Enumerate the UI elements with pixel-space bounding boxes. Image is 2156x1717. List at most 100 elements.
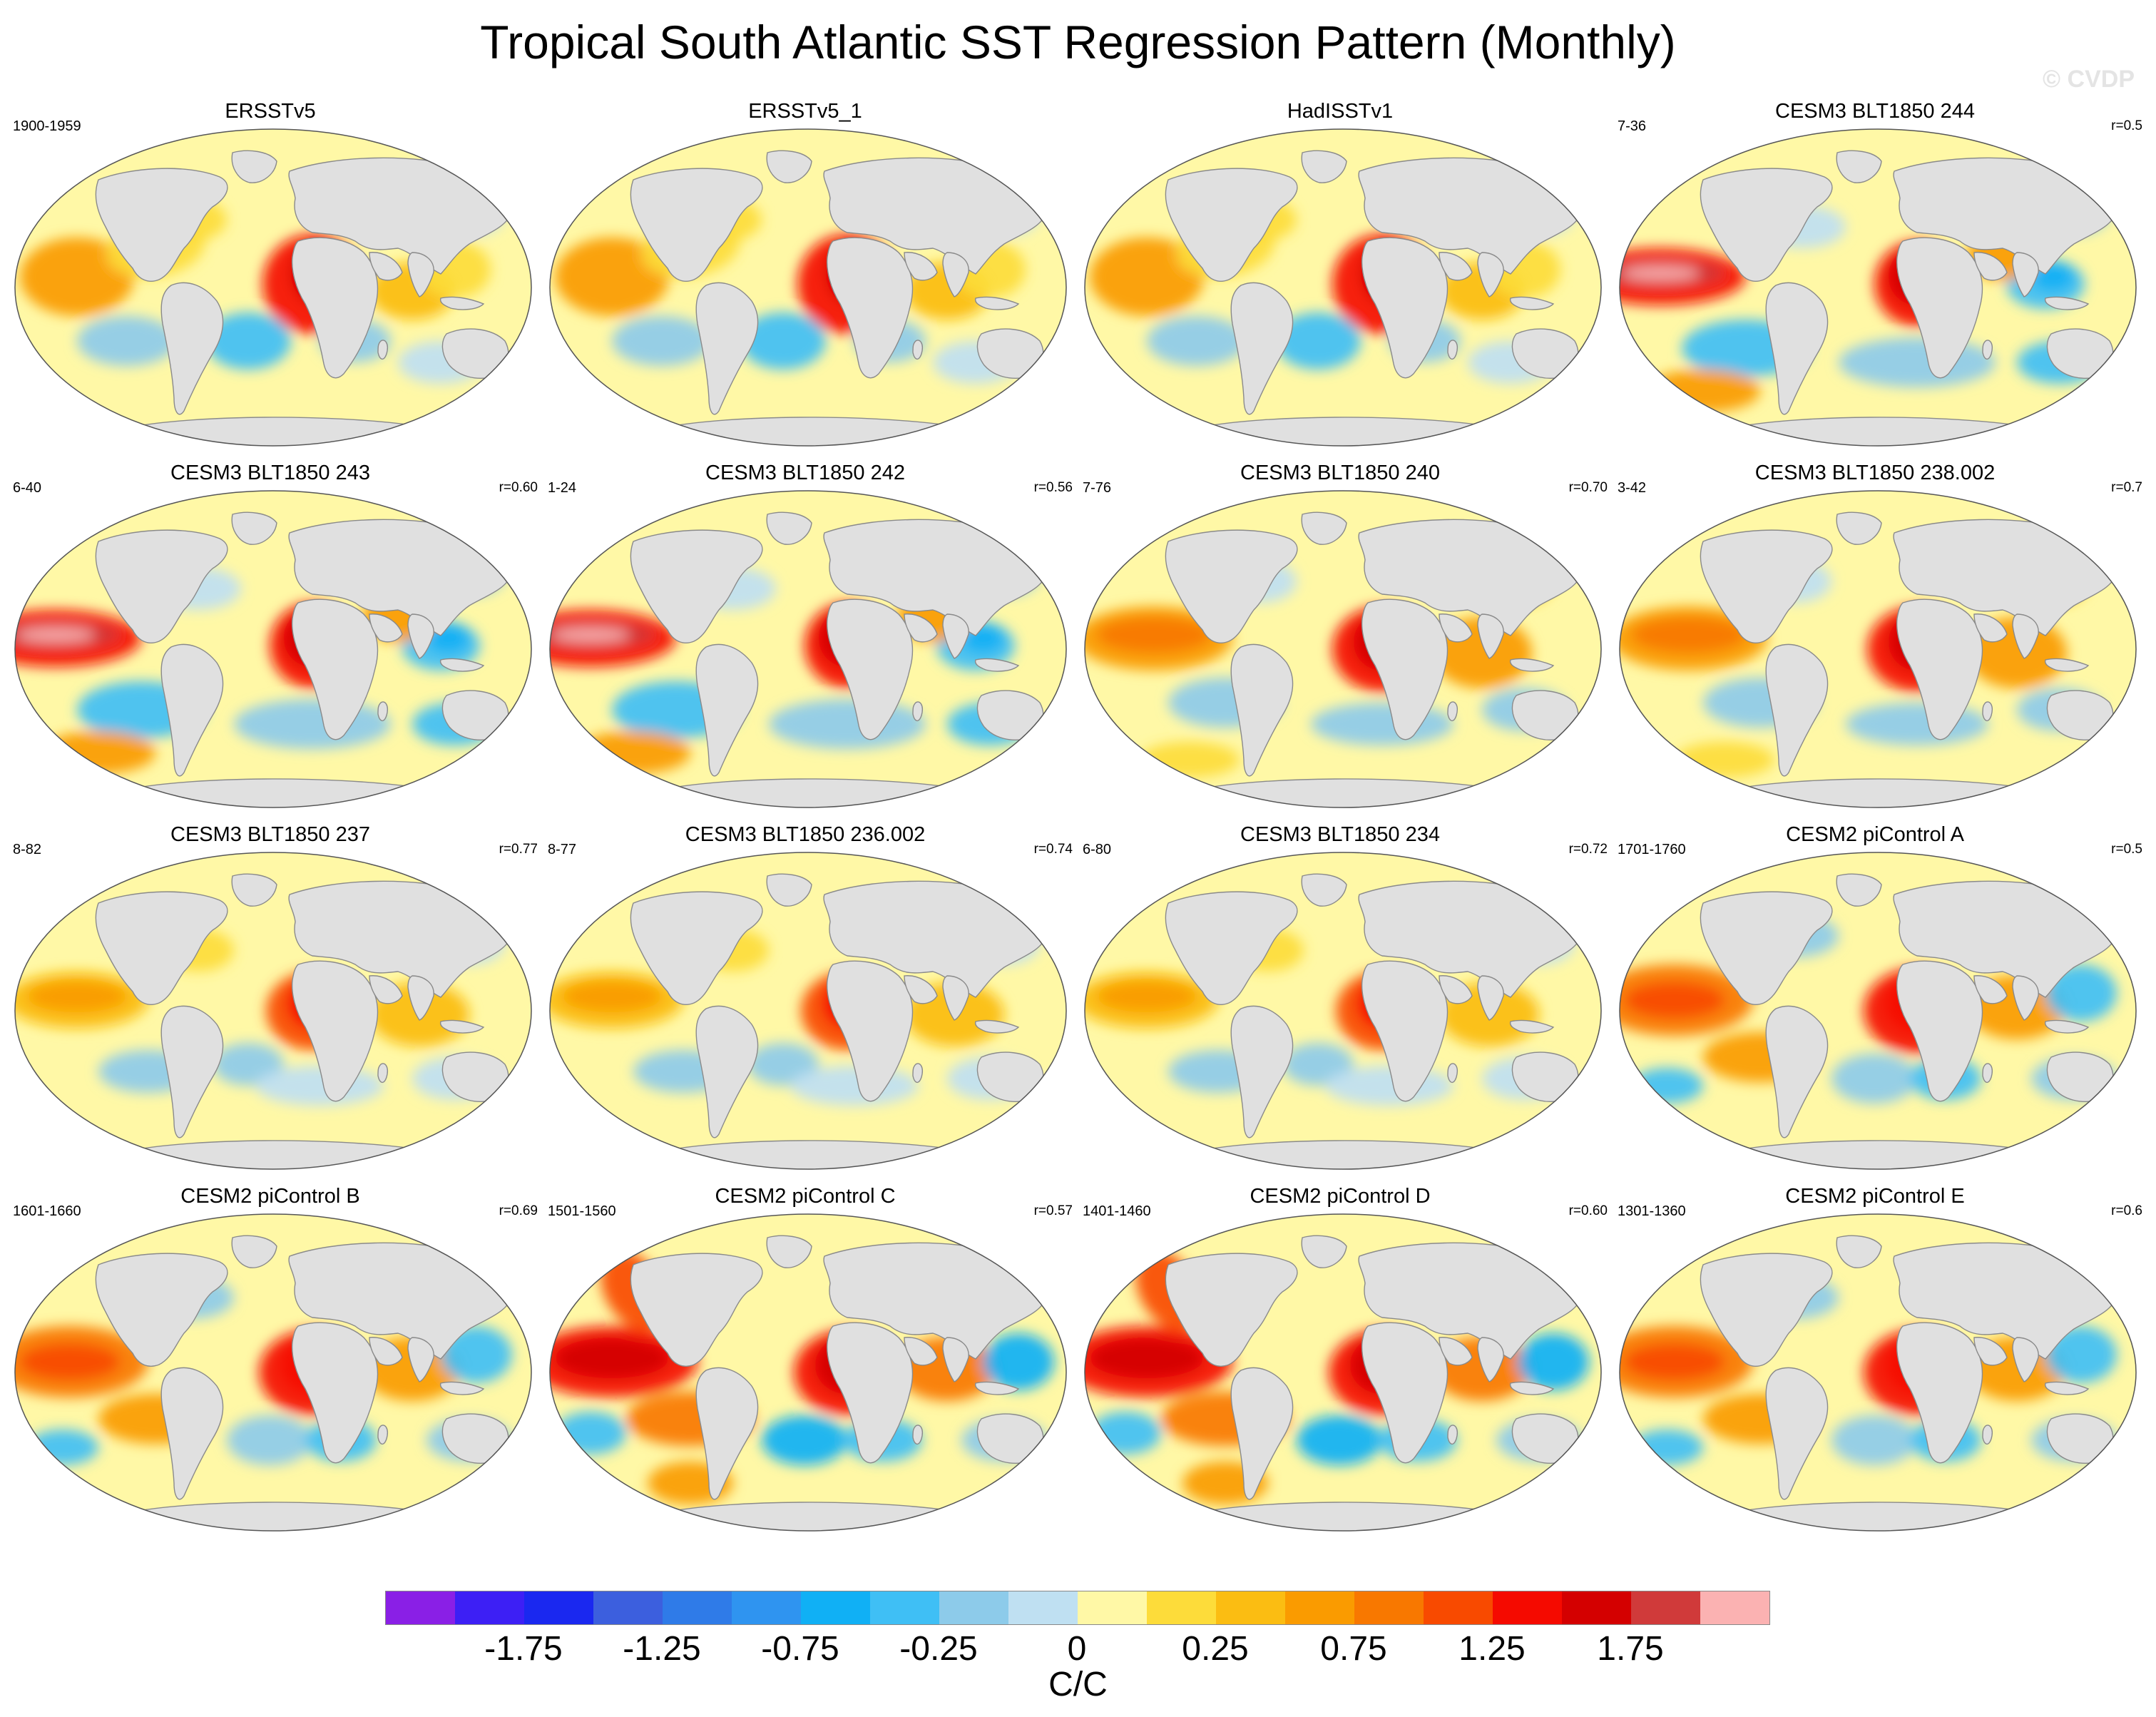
panel-years: 7-36 — [1618, 118, 1647, 134]
colorbar-tick-label: 0.75 — [1320, 1630, 1387, 1668]
sst-regression-map — [549, 490, 1067, 808]
map-border — [1619, 128, 2137, 447]
land-indonesia — [974, 1019, 1020, 1034]
panel-years: 1701-1760 — [1618, 842, 1686, 857]
land-northAmerica — [95, 1253, 228, 1367]
land-india — [1477, 613, 1504, 659]
map-panel: CESM3 BLT1850 238.002 3-42 r=0.7 — [1608, 460, 2142, 813]
land-arabia — [1439, 252, 1473, 281]
land-africa — [291, 1322, 379, 1464]
land-southAmerica — [1230, 643, 1294, 777]
sst-regression-map — [14, 852, 532, 1170]
land-antarctica — [133, 417, 413, 446]
panel-pattern-correlation: r=0.72 — [1568, 842, 1608, 857]
land-indonesia — [2044, 1381, 2090, 1395]
sst-anomaly-region — [1090, 1338, 1204, 1378]
sst-regression-map — [14, 128, 532, 447]
land-greenland — [1301, 150, 1347, 183]
map-border — [1084, 1213, 1602, 1532]
land-antarctica — [668, 1502, 948, 1531]
sst-anomaly-region — [1097, 617, 1211, 653]
land-india — [942, 613, 969, 659]
sst-anomaly-region — [769, 699, 926, 749]
sst-anomaly-region — [255, 1066, 384, 1106]
map-border — [14, 490, 532, 808]
map-border — [549, 490, 1067, 808]
colorbar-tick-label: -0.75 — [761, 1630, 839, 1668]
land-india — [407, 1337, 434, 1382]
colorbar-tick-label: 1.75 — [1597, 1630, 1664, 1668]
panel-title: CESM3 BLT1850 237 — [170, 823, 370, 846]
colorbar-box — [663, 1591, 732, 1624]
panel-years: 1501-1560 — [548, 1203, 616, 1219]
land-africa — [1896, 1322, 1983, 1464]
land-madagascar — [1982, 701, 1993, 721]
land-northAmerica — [95, 891, 228, 1005]
panel-pattern-correlation: r=0.70 — [1568, 480, 1608, 495]
map-border — [549, 852, 1067, 1170]
cvdp-watermark: © CVDP — [2043, 66, 2135, 93]
land-greenland — [1301, 873, 1347, 907]
map-panel: ERSSTv5 1900-1959 — [3, 98, 538, 452]
panel-title: CESM3 BLT1850 236.002 — [685, 823, 926, 846]
land-arabia — [369, 1337, 403, 1366]
sst-regression-map — [1619, 852, 2137, 1170]
sst-anomaly-region — [1311, 703, 1453, 745]
land-madagascar — [1447, 340, 1458, 360]
land-northAmerica — [1165, 168, 1298, 282]
land-indonesia — [2044, 296, 2090, 310]
map-panel: CESM2 piControl B 1601-1660 r=0.69 — [3, 1183, 538, 1537]
colorbar-tick-label: 0 — [1067, 1630, 1087, 1668]
land-indonesia — [439, 296, 485, 310]
land-africa — [1896, 237, 1983, 379]
map-panel: CESM3 BLT1850 240 7-76 r=0.70 — [1073, 460, 1608, 813]
panel-title: CESM2 piControl A — [1786, 823, 1964, 846]
sst-anomaly-region — [562, 981, 662, 1012]
land-southAmerica — [695, 1005, 759, 1138]
land-arabia — [904, 252, 938, 281]
panel-years: 1301-1360 — [1618, 1203, 1686, 1219]
land-southAmerica — [1765, 643, 1829, 777]
land-southAmerica — [160, 1367, 224, 1500]
sst-regression-map — [14, 1213, 532, 1532]
map-border — [1619, 852, 2137, 1170]
sst-anomaly-region — [1621, 266, 1700, 280]
land-madagascar — [1447, 1425, 1458, 1445]
land-indonesia — [974, 658, 1020, 672]
land-madagascar — [1982, 1063, 1993, 1083]
sst-anomaly-region — [555, 1412, 626, 1454]
land-northAmerica — [630, 168, 763, 282]
panel-title: CESM3 BLT1850 243 — [170, 462, 370, 484]
sst-anomaly-region — [1097, 981, 1197, 1012]
sst-anomaly-region — [1831, 1054, 1917, 1104]
land-greenland — [231, 150, 277, 183]
land-greenland — [766, 511, 812, 545]
land-madagascar — [1447, 1063, 1458, 1083]
sst-regression-map — [1084, 852, 1602, 1170]
land-arabia — [1973, 975, 2008, 1004]
land-antarctica — [1738, 1140, 2018, 1169]
map-panel: CESM3 BLT1850 242 1-24 r=0.56 — [538, 460, 1073, 813]
land-southAmerica — [160, 643, 224, 777]
land-northAmerica — [1165, 891, 1298, 1005]
panel-pattern-correlation: r=0.60 — [499, 480, 538, 495]
panel-title: CESM2 piControl B — [180, 1185, 360, 1208]
land-indonesia — [439, 1381, 485, 1395]
land-northAmerica — [1700, 891, 1833, 1005]
colorbar-tick-label: 1.25 — [1458, 1630, 1526, 1668]
land-arabia — [1973, 1337, 2008, 1366]
land-antarctica — [1738, 417, 2018, 446]
land-africa — [826, 960, 914, 1102]
land-india — [1477, 252, 1504, 297]
sst-anomaly-region — [1632, 1068, 1703, 1104]
map-panel: ERSSTv5_1 — [538, 98, 1073, 452]
land-arabia — [1439, 1337, 1473, 1366]
sst-anomaly-region — [551, 628, 630, 642]
land-madagascar — [377, 1063, 388, 1083]
colorbar-box — [1354, 1591, 1424, 1624]
land-greenland — [766, 873, 812, 907]
land-antarctica — [668, 778, 948, 807]
land-africa — [291, 960, 379, 1102]
land-india — [942, 1337, 969, 1382]
